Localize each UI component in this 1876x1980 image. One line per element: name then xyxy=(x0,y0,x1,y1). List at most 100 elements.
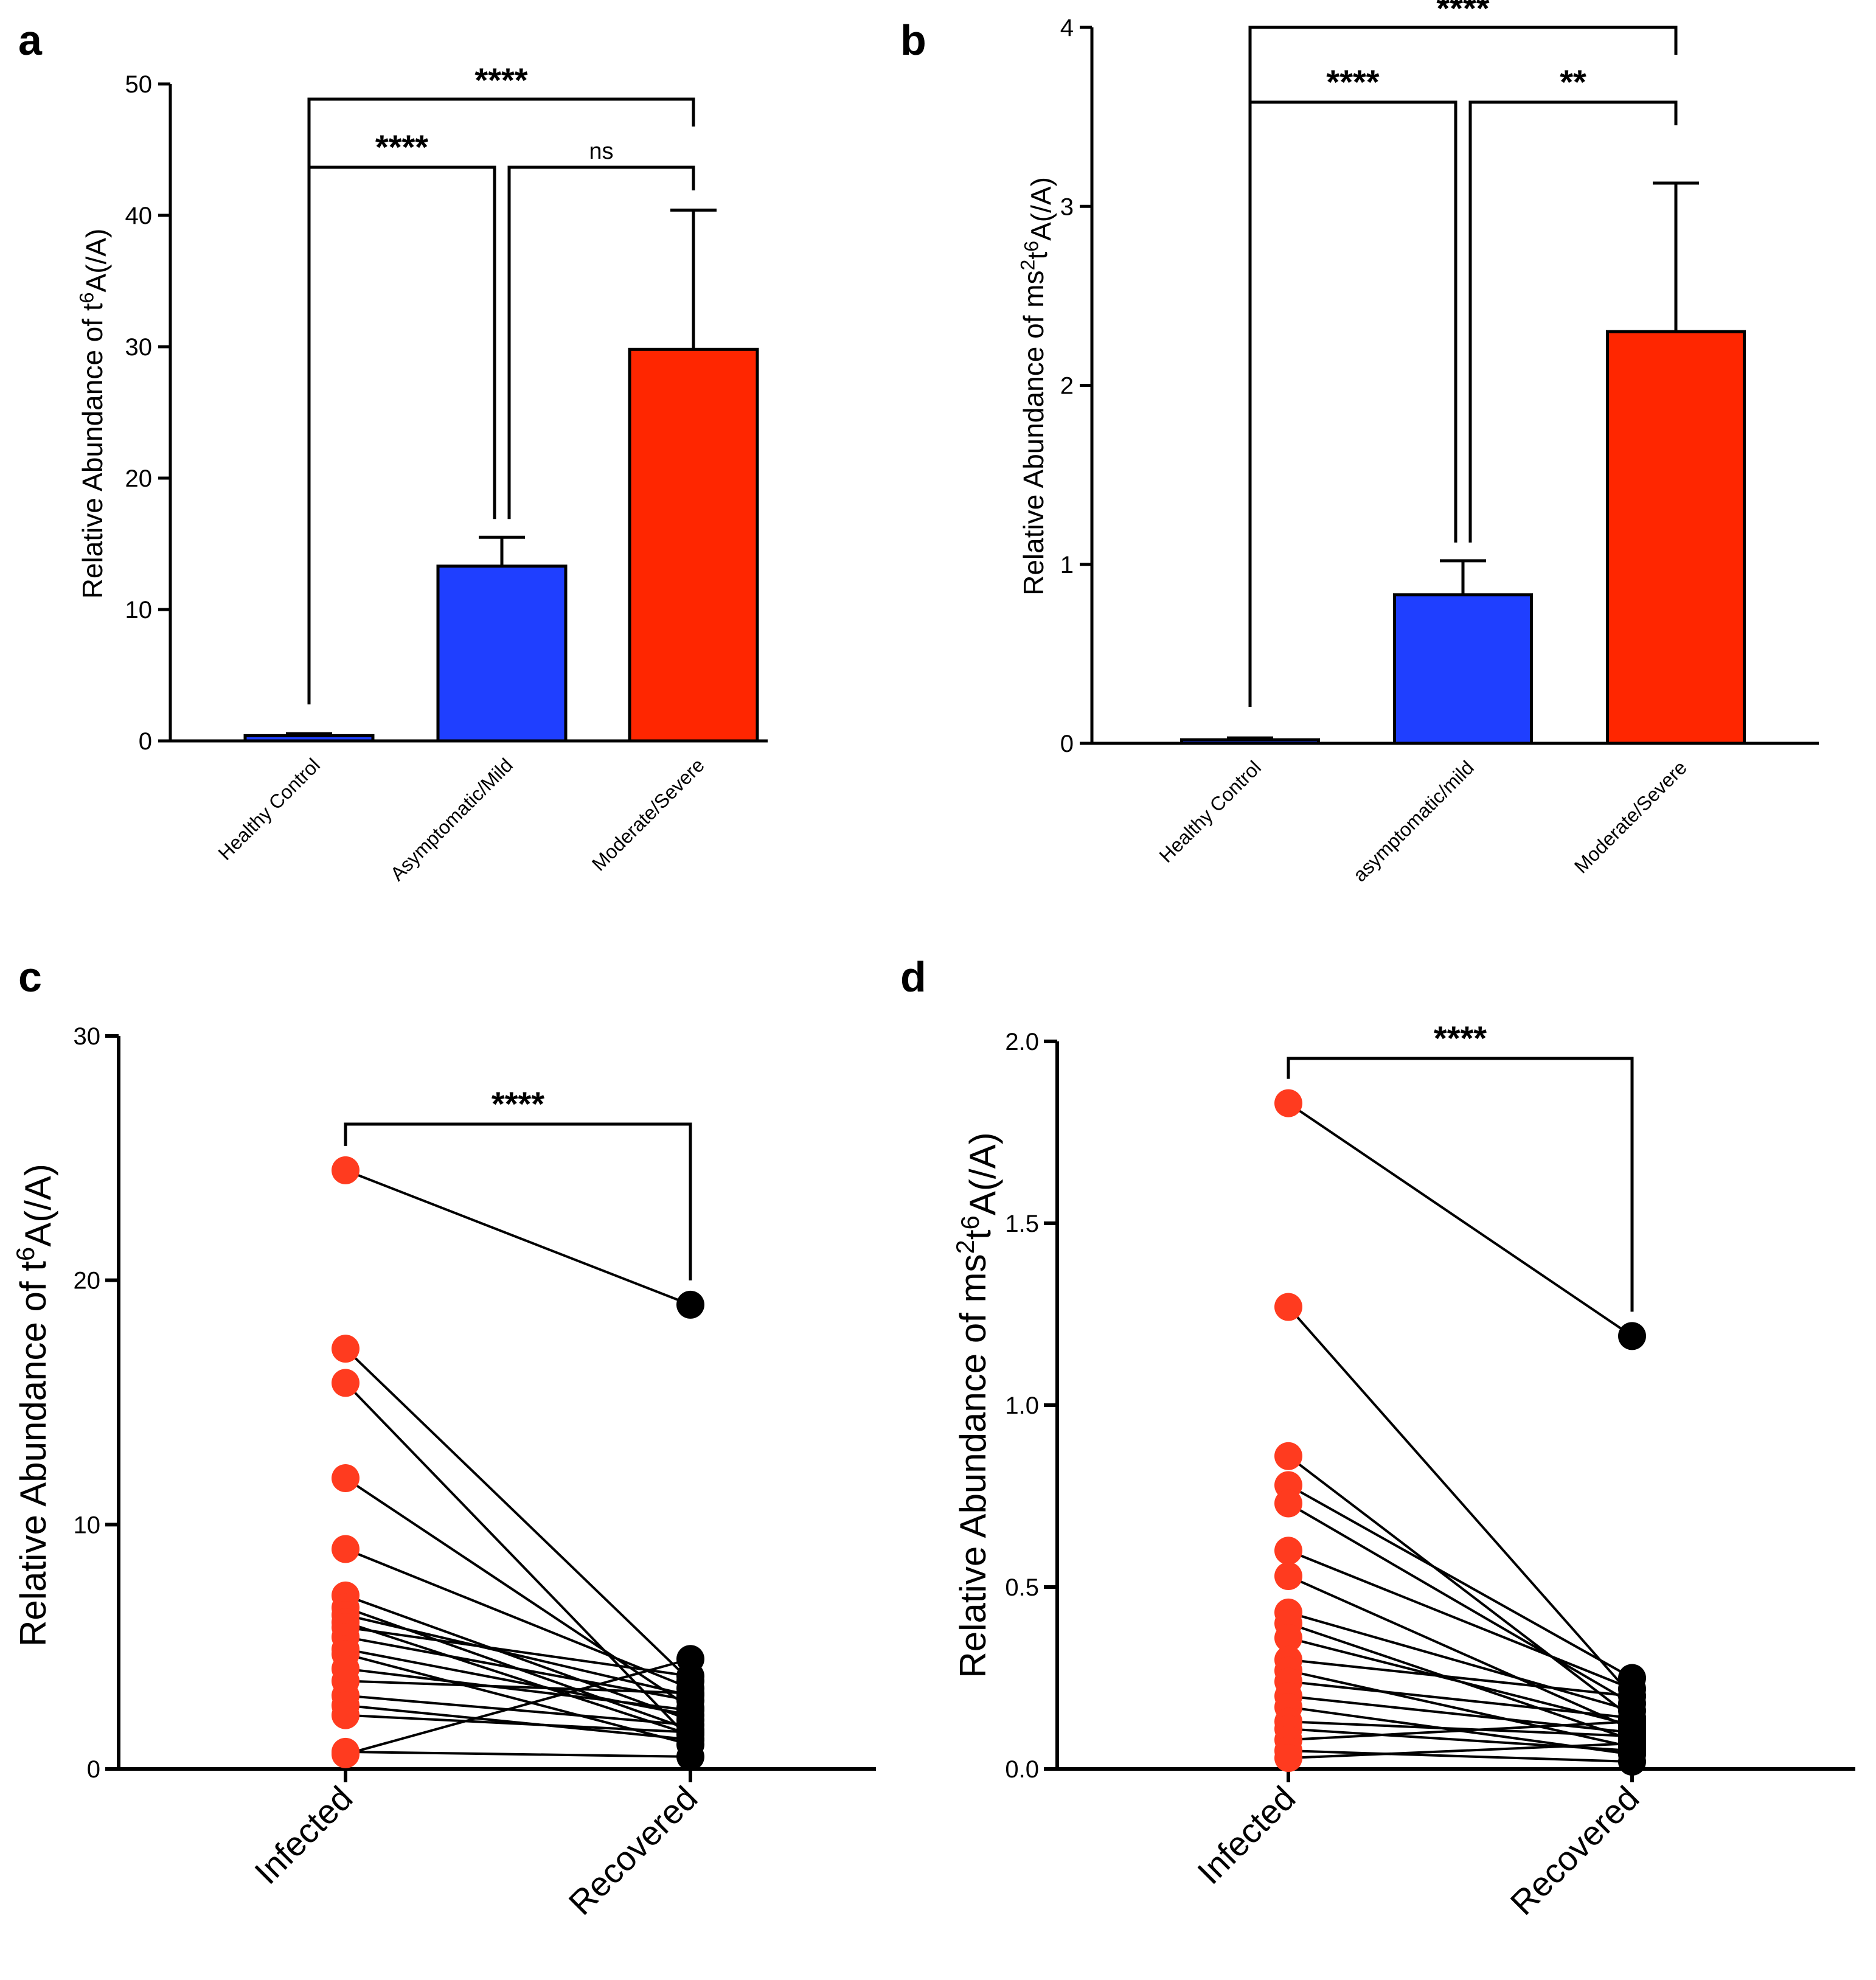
category-label: Healthy Control xyxy=(214,754,324,864)
pair-line xyxy=(1287,1306,1633,1697)
significance-label: ns xyxy=(589,139,613,164)
y-label-superscript: 2 xyxy=(951,1240,979,1254)
y-label-text: t xyxy=(957,1229,998,1240)
pair-line xyxy=(345,1680,691,1695)
pair-line xyxy=(345,1694,691,1726)
y-tick-label: 1 xyxy=(1060,552,1074,578)
panel-d: d 0.0 0.5 1.0 1.5 2.0 Relative Abundance of ms… xyxy=(900,953,1855,1922)
significance-label: ** xyxy=(1560,63,1586,101)
pair-line xyxy=(1288,1549,1633,1690)
category-label: Infected xyxy=(1190,1779,1302,1891)
pair-line xyxy=(1288,1575,1633,1731)
y-label-text: Relative Abundance of ms xyxy=(1018,270,1049,595)
pair-line xyxy=(345,1548,691,1690)
bar xyxy=(628,347,759,743)
pair-line xyxy=(345,1704,691,1741)
bar xyxy=(1606,330,1746,745)
category-label: Asymptomatic/Mild xyxy=(386,754,517,884)
significance-bracket xyxy=(307,165,496,704)
y-label-text: A(/A) xyxy=(1025,177,1057,241)
significance-bracket xyxy=(344,1122,692,1280)
y-tick-label: 4 xyxy=(1060,15,1074,41)
y-tick-label: 0 xyxy=(1060,731,1074,757)
pair-line xyxy=(344,1381,692,1741)
significance-label: **** xyxy=(492,1085,544,1123)
recovered-point xyxy=(676,1645,704,1673)
significance-label: **** xyxy=(474,61,527,99)
bar xyxy=(1180,738,1320,745)
y-tick-label: 0 xyxy=(139,728,152,755)
infected-point xyxy=(332,1464,360,1493)
recovered-point xyxy=(676,1290,704,1319)
infected-point xyxy=(1274,1537,1302,1565)
y-tick-label: 30 xyxy=(74,1023,101,1050)
category-label: asymptomatic/mild xyxy=(1349,756,1478,886)
y-label-text: t xyxy=(1021,252,1053,260)
pair-line xyxy=(345,1667,691,1712)
y-label-superscript: 6 xyxy=(76,292,98,303)
significance-label: **** xyxy=(1434,1019,1487,1057)
pair-line xyxy=(1288,1749,1633,1763)
y-tick-label: 2 xyxy=(1060,373,1074,400)
recovered-point xyxy=(676,1742,704,1771)
y-tick-label: 0 xyxy=(87,1756,100,1783)
y-tick-label: 0.5 xyxy=(1005,1574,1039,1601)
pair-line xyxy=(1288,1742,1633,1760)
pair-line xyxy=(345,1594,691,1721)
y-label-text: Relative Abundance of t xyxy=(77,303,108,599)
y-tick-label: 0.0 xyxy=(1005,1756,1039,1783)
y-label-superscript: 6 xyxy=(11,1247,40,1261)
bar xyxy=(1393,593,1533,745)
y-label-text: A(/A) xyxy=(962,1132,1003,1215)
category-label: Recovered xyxy=(561,1779,704,1922)
panel-letter: b xyxy=(900,16,926,64)
recovered-point xyxy=(1618,1682,1646,1711)
pair-line xyxy=(345,1714,691,1734)
pair-line xyxy=(344,1477,692,1709)
significance-bracket xyxy=(1248,100,1457,707)
y-tick-label: 3 xyxy=(1060,193,1074,220)
pair-line xyxy=(1288,1680,1633,1720)
panel-letter: a xyxy=(18,16,43,64)
pair-line xyxy=(1288,1720,1633,1738)
y-tick-label: 2.0 xyxy=(1005,1029,1039,1055)
y-axis-label: Relative Abundance of ms2t6A(/A) xyxy=(1017,177,1057,596)
y-tick-label: 1.5 xyxy=(1005,1211,1039,1237)
bar xyxy=(436,564,568,743)
y-tick-label: 10 xyxy=(125,597,153,624)
recovered-point xyxy=(1618,1707,1646,1736)
recovered-point xyxy=(676,1679,704,1707)
y-label-superscript: 2 xyxy=(1017,260,1039,271)
pair-line xyxy=(344,1347,692,1682)
pair-line xyxy=(1287,1502,1633,1705)
pair-line xyxy=(1288,1484,1633,1680)
infected-point xyxy=(332,1701,360,1729)
infected-point xyxy=(1274,1489,1302,1518)
y-axis-label: Relative Abundance of t6A(/A) xyxy=(76,229,113,599)
infected-point xyxy=(332,1369,360,1397)
y-label-superscript: 6 xyxy=(1021,241,1043,252)
infected-point xyxy=(1274,1089,1302,1117)
y-label-text: A(/A) xyxy=(18,1164,58,1247)
pair-line xyxy=(1288,1720,1633,1742)
y-label-text: Relative Abundance of t xyxy=(13,1261,54,1647)
significance-label: **** xyxy=(1436,0,1489,27)
infected-point xyxy=(332,1740,360,1768)
category-label: Infected xyxy=(247,1779,360,1891)
y-tick-label: 20 xyxy=(125,465,153,492)
pair-line xyxy=(1288,1611,1633,1712)
infected-point xyxy=(1274,1562,1302,1591)
y-tick-label: 50 xyxy=(125,71,153,98)
significance-bracket xyxy=(1468,100,1678,543)
pair-line xyxy=(345,1626,691,1678)
pair-line xyxy=(1288,1695,1633,1734)
recovered-point xyxy=(1618,1729,1646,1758)
infected-point xyxy=(1274,1293,1302,1321)
pair-line xyxy=(345,1658,691,1756)
pair-line xyxy=(345,1621,691,1736)
y-axis-label: Relative Abundance of t6A(/A) xyxy=(11,1164,58,1647)
y-tick-label: 30 xyxy=(125,334,153,361)
significance-label: **** xyxy=(375,128,428,166)
